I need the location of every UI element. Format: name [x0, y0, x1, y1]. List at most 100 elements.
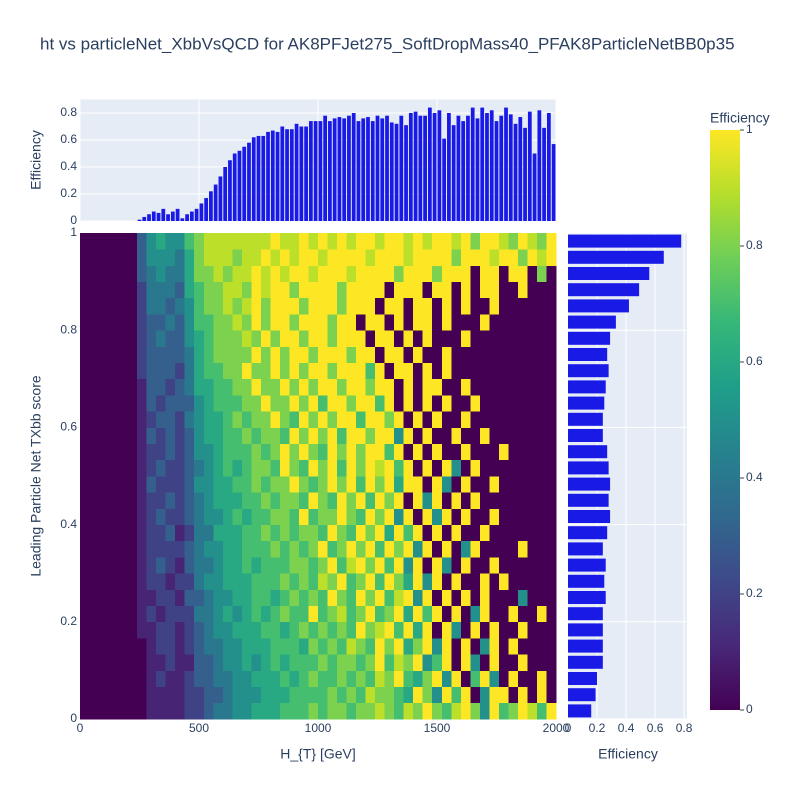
- heatmap-cell: [479, 330, 490, 347]
- heatmap-cell: [527, 605, 538, 623]
- heatmap-cell: [298, 427, 309, 444]
- heatmap-cell: [498, 670, 509, 687]
- heatmap-cell: [479, 621, 490, 639]
- heatmap-cell: [403, 314, 414, 331]
- heatmap-cell: [318, 492, 328, 509]
- heatmap-cell: [403, 654, 414, 671]
- heatmap-cell: [489, 540, 500, 558]
- heatmap-cell: [441, 638, 452, 655]
- heatmap-cell: [451, 686, 462, 704]
- heatmap-cell: [451, 557, 462, 574]
- heatmap-cell: [460, 654, 471, 671]
- heatmap-cell: [508, 443, 519, 461]
- heatmap-cell: [318, 427, 328, 444]
- heatmap-cell: [403, 524, 414, 542]
- heatmap-cell: [241, 605, 252, 623]
- heatmap-cell: [327, 670, 338, 687]
- heatmap-cell: [318, 476, 328, 493]
- heatmap-cell: [384, 378, 395, 396]
- heatmap-cell: [384, 395, 395, 412]
- heatmap-cell: [251, 427, 262, 444]
- heatmap-cell: [375, 621, 386, 639]
- heatmap-cell: [546, 297, 557, 315]
- heatmap-cell: [375, 589, 386, 606]
- heatmap-cell: [451, 443, 462, 461]
- heatmap-cell: [394, 459, 405, 477]
- heatmap-cell: [517, 443, 528, 461]
- heatmap-cell: [80, 589, 90, 606]
- heatmap-cell: [203, 476, 214, 493]
- heatmap-cell: [432, 670, 443, 687]
- heatmap-cell: [413, 540, 424, 558]
- heatmap-cell: [270, 702, 281, 720]
- heatmap-cell: [127, 411, 138, 428]
- heatmap-cell: [108, 362, 119, 380]
- heatmap-cell: [232, 589, 243, 606]
- heatmap-cell: [536, 654, 547, 671]
- heatmap-cell: [527, 573, 538, 590]
- heatmap-cell: [232, 427, 243, 444]
- heatmap-cell: [194, 297, 205, 315]
- heatmap-cell: [127, 492, 138, 509]
- bar: [568, 672, 598, 685]
- heatmap-cell: [375, 378, 386, 396]
- heatmap-cell: [99, 378, 109, 396]
- heatmap-cell: [270, 443, 281, 461]
- heatmap-cell: [175, 362, 186, 380]
- heatmap-cell: [384, 297, 395, 315]
- heatmap-cell: [489, 702, 500, 720]
- heatmap-cell: [298, 508, 309, 525]
- heatmap-cell: [270, 297, 281, 315]
- heatmap-cell: [451, 265, 462, 282]
- heatmap-cell: [508, 476, 519, 493]
- heatmap-cell: [222, 557, 233, 574]
- heatmap-cell: [403, 378, 414, 396]
- heatmap-cell: [365, 508, 376, 525]
- heatmap-cell: [470, 702, 481, 720]
- heatmap-cell: [546, 281, 557, 299]
- heatmap-cell: [203, 573, 214, 590]
- heatmap-cell: [127, 378, 138, 396]
- heatmap-cell: [127, 573, 138, 590]
- heatmap-cell: [298, 281, 309, 299]
- heatmap-cell: [498, 427, 509, 444]
- heatmap-cell: [365, 654, 376, 671]
- heatmap-cell: [194, 686, 205, 704]
- heatmap-cell: [222, 249, 233, 266]
- heatmap-cell: [222, 459, 233, 477]
- heatmap-cell: [118, 233, 128, 250]
- heatmap-cell: [289, 540, 300, 558]
- bar: [568, 331, 611, 345]
- colorbar-tick-label: 0.2: [746, 586, 763, 600]
- heatmap-cell: [546, 362, 557, 380]
- heatmap-cell: [356, 427, 366, 444]
- colorbar-tick-label: 0.6: [746, 354, 763, 368]
- heatmap-cell: [403, 362, 414, 380]
- bar: [518, 117, 523, 221]
- heatmap-cell: [479, 265, 490, 282]
- heatmap-cell: [232, 362, 243, 380]
- heatmap-cell: [137, 362, 148, 380]
- heatmap-cell: [308, 265, 319, 282]
- heatmap-cell: [451, 346, 462, 363]
- heatmap-cell: [213, 249, 224, 266]
- heatmap-cell: [536, 621, 547, 639]
- heatmap-cell: [270, 411, 281, 428]
- heatmap-cell: [203, 492, 214, 509]
- heatmap-cell: [489, 314, 500, 331]
- heatmap-cell: [270, 330, 281, 347]
- heatmap-cell: [394, 427, 405, 444]
- heatmap-cell: [251, 297, 262, 315]
- heatmap-cell: [241, 249, 252, 266]
- heatmap-cell: [432, 281, 443, 299]
- heatmap-cell: [270, 621, 281, 639]
- heatmap-cell: [194, 540, 205, 558]
- x-tick-label: 0.4: [618, 721, 635, 735]
- heatmap-cell: [327, 686, 338, 704]
- heatmap-cell: [260, 265, 271, 282]
- heatmap-cell: [432, 605, 443, 623]
- heatmap-cell: [517, 654, 528, 671]
- heatmap-cell: [156, 476, 167, 493]
- heatmap-cell: [527, 621, 538, 639]
- heatmap-cell: [413, 249, 424, 266]
